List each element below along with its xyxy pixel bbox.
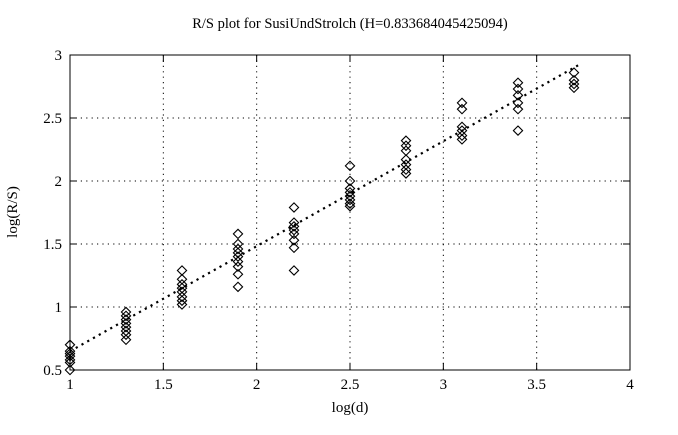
data-point: [568, 67, 580, 79]
data-point: [288, 220, 300, 232]
data-point: [512, 83, 524, 95]
data-point: [568, 78, 580, 90]
data-point: [512, 125, 524, 136]
y-tick-label: 2.5: [43, 111, 62, 127]
data-points: [64, 67, 580, 376]
y-tick-label: 3: [55, 48, 63, 64]
data-point: [176, 265, 188, 276]
data-point: [120, 318, 132, 329]
data-point: [120, 321, 132, 333]
data-point: [288, 217, 300, 228]
data-point: [176, 299, 188, 310]
y-tick-label: 1: [55, 300, 63, 316]
data-point: [176, 291, 188, 303]
data-point: [288, 265, 300, 276]
data-point: [288, 242, 300, 254]
data-point: [344, 200, 356, 212]
x-tick-label: 1: [66, 377, 74, 393]
data-point: [120, 314, 132, 325]
y-tick-label: 1.5: [43, 237, 62, 253]
data-point: [120, 310, 132, 322]
data-point: [344, 175, 356, 187]
data-point: [176, 282, 188, 294]
trend-line: [69, 62, 583, 353]
data-point: [288, 224, 300, 236]
plot-border: [69, 54, 631, 371]
y-axis-label: log(R/S): [5, 186, 21, 238]
gridlines: [70, 55, 630, 370]
x-tick-label: 1.5: [154, 377, 173, 393]
x-tick-label: 2.5: [341, 377, 360, 393]
data-point: [120, 329, 132, 341]
data-point: [288, 202, 300, 213]
data-point: [288, 228, 300, 240]
data-point: [344, 160, 356, 172]
x-tick-label: 3.5: [527, 377, 546, 393]
data-point: [400, 164, 412, 176]
data-point: [456, 130, 468, 142]
data-point: [512, 103, 524, 115]
data-point: [456, 97, 468, 109]
data-point: [400, 154, 412, 165]
data-point: [456, 103, 468, 115]
data-point: [232, 256, 244, 268]
data-point: [512, 89, 524, 101]
data-point: [568, 82, 580, 94]
data-point: [456, 134, 468, 145]
data-point: [232, 243, 244, 255]
y-tick-label: 0.5: [43, 363, 62, 379]
data-point: [344, 190, 356, 202]
data-point: [232, 261, 244, 273]
data-point: [232, 268, 244, 280]
data-point: [120, 334, 132, 346]
data-point: [400, 135, 412, 147]
data-point: [344, 198, 356, 210]
data-point: [568, 74, 580, 86]
data-point: [344, 183, 356, 194]
data-point: [288, 234, 300, 246]
data-point: [512, 77, 524, 89]
x-tick-label: 4: [626, 377, 634, 393]
data-point: [400, 168, 412, 179]
data-point: [512, 97, 524, 109]
x-axis-label: log(d): [332, 400, 369, 416]
data-point: [344, 194, 356, 206]
data-point: [176, 278, 188, 290]
x-tick-label: 2: [253, 377, 261, 393]
trend-line-segment: [69, 62, 583, 353]
data-point: [344, 186, 356, 198]
chart-title: R/S plot for SusiUndStrolch (H=0.8336840…: [192, 16, 508, 32]
data-point: [232, 251, 244, 262]
tick-labels: 1 1.5 2 2.5 3 3.5 40.511.522.53: [43, 48, 634, 393]
data-point: [232, 281, 244, 293]
data-point: [64, 364, 76, 376]
y-tick-label: 2: [55, 174, 63, 190]
data-point: [232, 228, 244, 240]
data-point: [120, 306, 132, 318]
x-tick-label: 3: [440, 377, 448, 393]
data-point: [400, 140, 412, 152]
data-point: [176, 295, 188, 307]
